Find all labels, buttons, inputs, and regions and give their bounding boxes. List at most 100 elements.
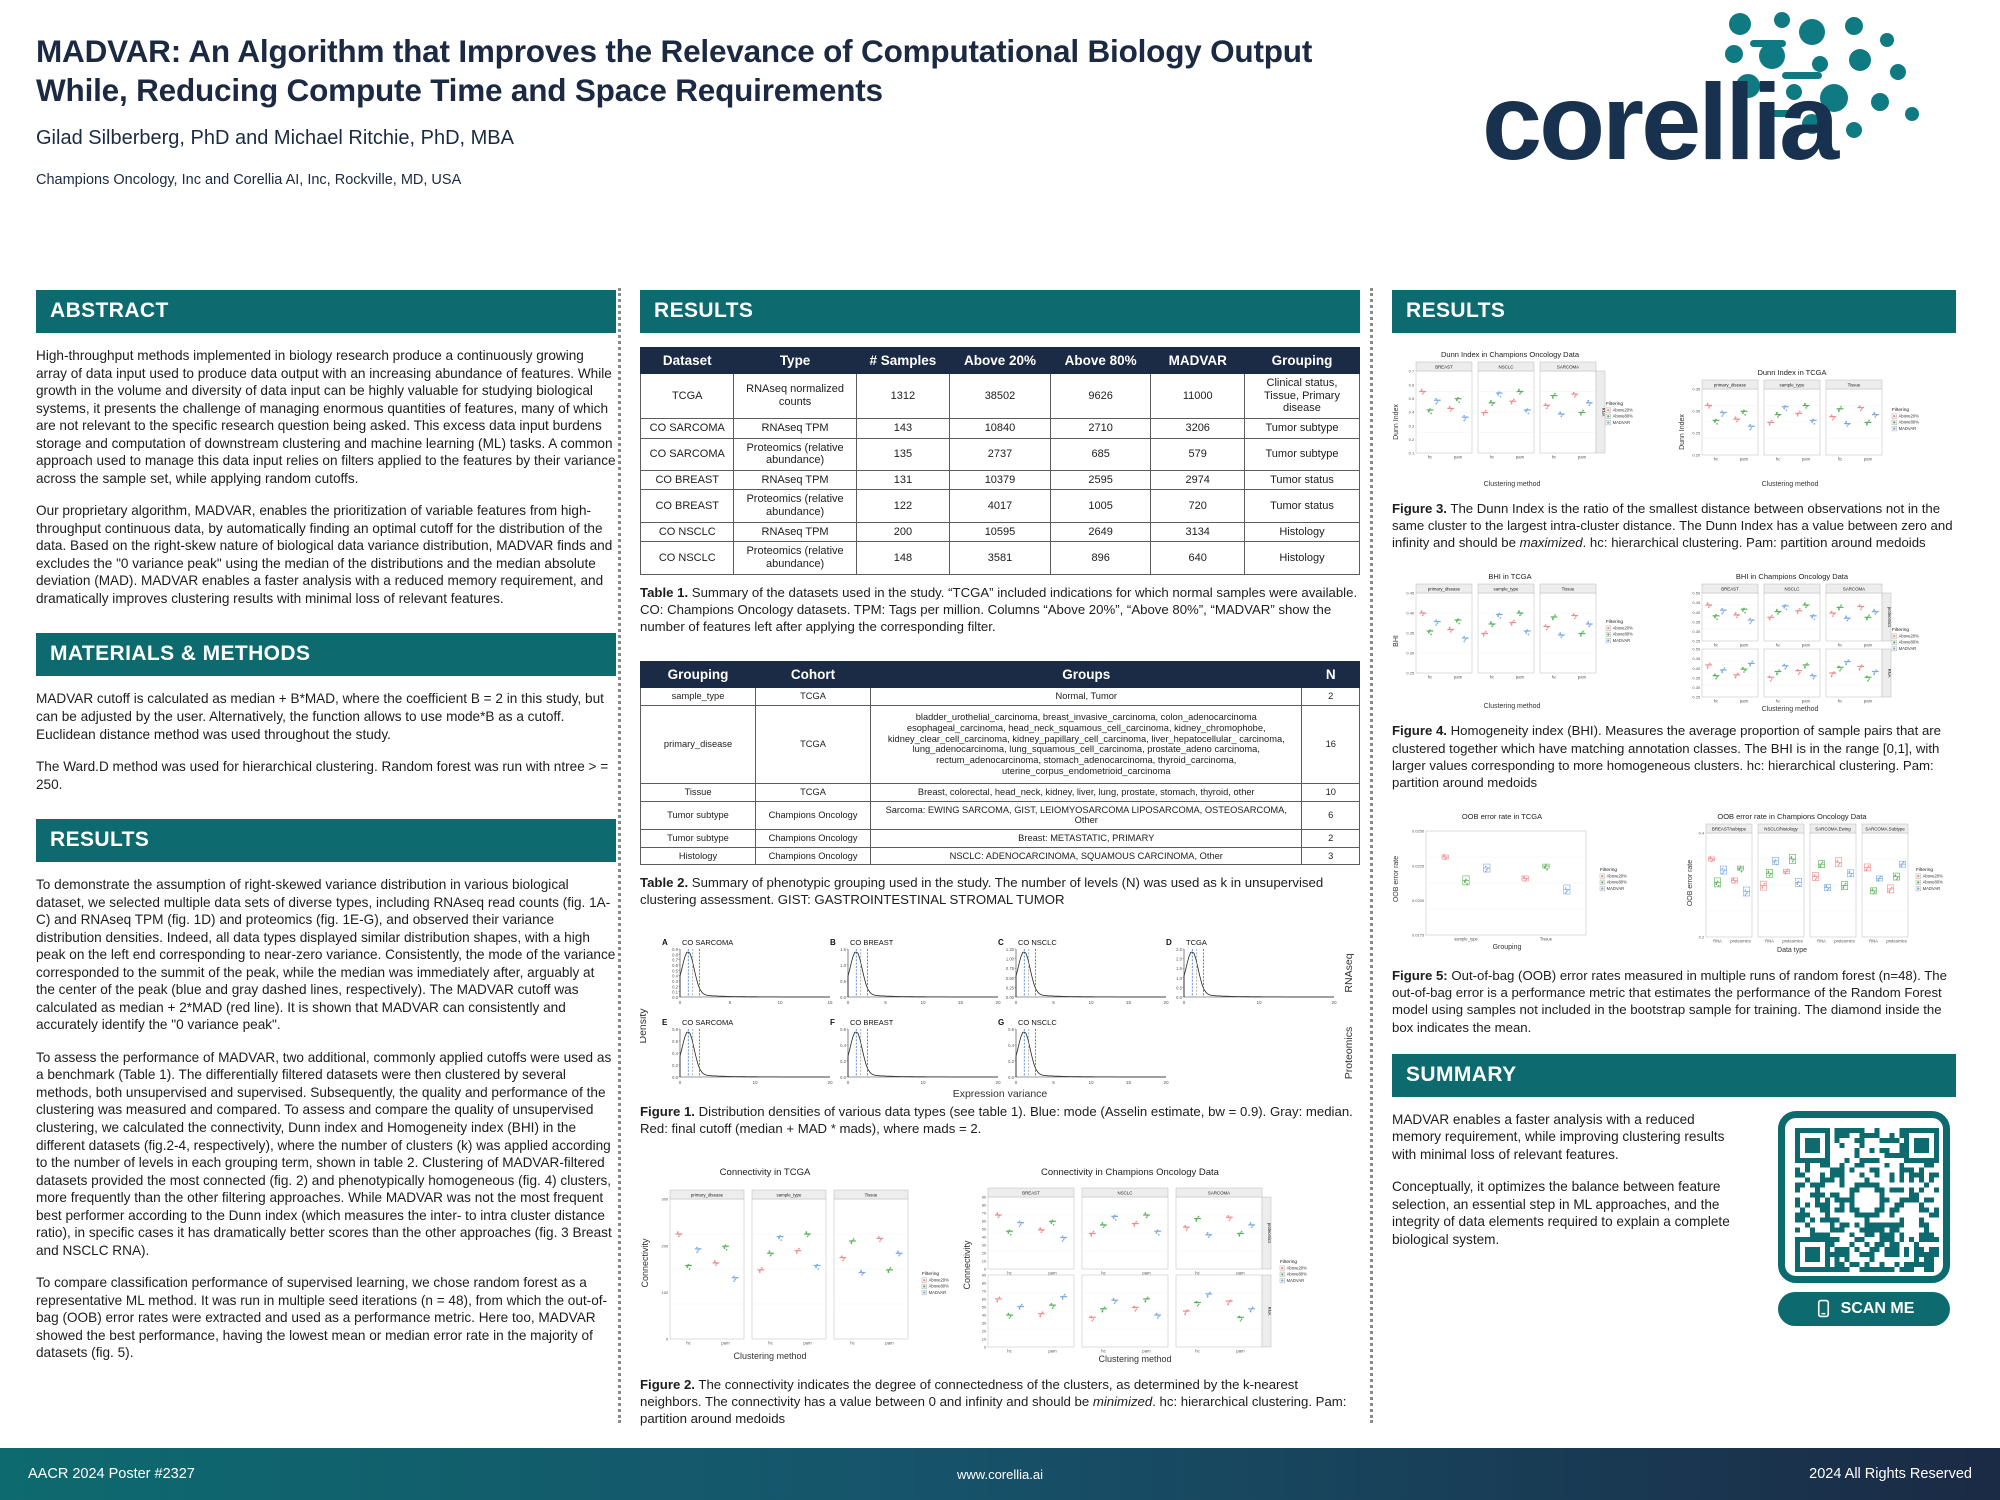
legend-title: Filtering: [1280, 1259, 1297, 1265]
table-cell: Breast, colorectal, head_neck, kidney, l…: [870, 782, 1303, 802]
figure-1-panel-letter: A: [662, 938, 668, 947]
svg-text:0.20: 0.20: [1692, 453, 1701, 458]
axis-tick-label: pam: [1142, 1270, 1151, 1275]
svg-text:0.45: 0.45: [1692, 601, 1701, 606]
svg-text:5: 5: [884, 1000, 887, 1005]
figure-5-title-right: OOB error rate in Champions Oncology Dat…: [1717, 812, 1867, 821]
svg-text:RNA: RNA: [1887, 669, 1892, 678]
svg-text:30: 30: [982, 1243, 987, 1248]
table-column-header: Grouping: [639, 661, 757, 689]
svg-text:0.5: 0.5: [840, 979, 846, 984]
legend-item-label: Above80%: [929, 1284, 950, 1289]
legend-item-label: MADVAR: [1613, 638, 1631, 643]
svg-text:0: 0: [1015, 1000, 1018, 1005]
axis-tick-label: hc: [1714, 643, 1718, 648]
axis-tick-label: hc: [1007, 1270, 1011, 1275]
table-cell: 3206: [1150, 417, 1245, 439]
svg-text:0.1: 0.1: [672, 989, 678, 994]
table-cell: Tissue: [639, 782, 757, 802]
axis-tick-label: pam: [1516, 675, 1525, 680]
section-header-results-left: RESULTS: [36, 819, 616, 863]
svg-text:proteomics: proteomics: [1267, 1223, 1272, 1243]
legend-item-label: Above20%: [1923, 874, 1944, 879]
qr-block[interactable]: SCAN ME: [1778, 1110, 1956, 1326]
results-paragraph-2: To assess the performance of MADVAR, two…: [36, 1049, 612, 1258]
table-cell: CO NSCLC: [639, 521, 735, 543]
summary-block: MADVAR enables a faster analysis with a …: [1392, 1110, 1956, 1326]
axis-tick-label: Tissue: [1540, 937, 1553, 942]
axis-tick-label: hc: [1838, 643, 1842, 648]
axis-tick-label: RNA: [1817, 939, 1826, 944]
svg-text:0.0: 0.0: [1008, 1075, 1014, 1080]
svg-text:0.35: 0.35: [1692, 387, 1701, 392]
table-body: sample_type TCGA Normal, Tumor 2 primary_dis…: [639, 687, 1360, 866]
figure-3-caption-text: The Dunn Index is the ratio of the small…: [1392, 501, 1953, 551]
svg-text:20: 20: [1331, 1000, 1337, 1005]
svg-text:10: 10: [1256, 1000, 1262, 1005]
facet-strip-label: BREAST/subtype: [1712, 826, 1747, 831]
legend-item-label: Above80%: [1899, 640, 1920, 645]
legend-item-label: MADVAR: [929, 1290, 947, 1295]
legend-item-label: Above80%: [1899, 420, 1920, 425]
table-cell: 10840: [949, 417, 1051, 439]
figure-3-title-right: Dunn Index in TCGA: [1757, 368, 1826, 377]
mobile-phone-icon: [1817, 1300, 1829, 1318]
legend-item-label: Above80%: [1613, 414, 1634, 419]
table-cell: 122: [855, 489, 951, 523]
svg-text:0: 0: [679, 1000, 682, 1005]
figure-1-density-curve: [679, 951, 830, 997]
poster-footer: AACR 2024 Poster #2327 www.corellia.ai 2…: [0, 1448, 2000, 1500]
svg-text:Clustering method: Clustering method: [1762, 481, 1819, 488]
table-row: Tissue TCGA Breast, colorectal, head_neck,…: [639, 782, 1360, 802]
table-cell: RNAseq normalized counts: [733, 373, 857, 419]
scan-me-button[interactable]: SCAN ME: [1778, 1291, 1950, 1326]
svg-text:0.25: 0.25: [1692, 639, 1701, 644]
abstract-paragraph-2: Our proprietary algorithm, MADVAR, enabl…: [36, 503, 613, 606]
figure-1-panel-name: CO BREAST: [850, 938, 894, 947]
axis-tick-label: proteomics: [1730, 939, 1750, 944]
qr-code[interactable]: [1778, 1110, 1950, 1283]
authors-line: Gilad Silberberg, PhD and Michael Ritchi…: [36, 126, 514, 149]
qr-code-graphic: [1795, 1127, 1939, 1272]
figure-4-title-left: BHI in TCGA: [1488, 572, 1531, 581]
axis-tick-label: proteomics: [1834, 939, 1854, 944]
legend-item-label: Above20%: [1613, 408, 1634, 413]
svg-text:0.0: 0.0: [840, 1075, 846, 1080]
poster-header: MADVAR: An Algorithm that Improves the R…: [36, 32, 1956, 217]
svg-text:15: 15: [1126, 1080, 1132, 1085]
figure-4-caption-text: Homogeneity index (BHI). Measures the av…: [1392, 723, 1942, 790]
table-body: TCGA RNAseq normalized counts 1312 38502 962…: [639, 373, 1361, 575]
figure-5-caption: Figure 5: Out-of-bag (OOB) error rates m…: [1392, 967, 1956, 1036]
table-cell: Histology: [1243, 541, 1361, 575]
svg-text:0.35: 0.35: [1692, 620, 1701, 625]
legend-item-label: MADVAR: [1899, 646, 1917, 651]
facet-strip-label: NSCLC: [1785, 587, 1800, 592]
svg-text:70: 70: [982, 1289, 987, 1294]
svg-text:1.25: 1.25: [1006, 947, 1015, 952]
footer-center-url[interactable]: www.corellia.ai: [957, 1466, 1043, 1482]
footer-left: AACR 2024 Poster #2327: [28, 1466, 195, 1482]
legend-item-label: Above80%: [1923, 880, 1944, 885]
table-cell: Breast: METASTATIC, PRIMARY: [870, 828, 1303, 848]
table-cell: TCGA: [639, 373, 735, 419]
svg-text:0.50: 0.50: [1692, 591, 1701, 596]
svg-text:300: 300: [662, 1197, 669, 1202]
svg-text:Expression variance: Expression variance: [953, 1088, 1048, 1100]
axis-tick-label: RNA: [1765, 939, 1774, 944]
table1-caption-text: Summary of the datasets used in the stud…: [640, 584, 1358, 634]
svg-text:0: 0: [847, 1000, 850, 1005]
axis-tick-label: pam: [1864, 457, 1873, 462]
svg-text:10: 10: [982, 1259, 987, 1264]
figure-3-caption-label: Figure 3.: [1392, 501, 1447, 516]
axis-tick-label: pam: [1516, 455, 1525, 460]
svg-text:0.0175: 0.0175: [1412, 933, 1425, 938]
svg-text:0.25: 0.25: [1692, 431, 1701, 436]
table-cell: 9626: [1049, 373, 1152, 419]
table-cell: Champions Oncology: [755, 846, 872, 866]
svg-text:0.35: 0.35: [1692, 676, 1701, 681]
axis-tick-label: hc: [1101, 1270, 1105, 1275]
table-cell: 2595: [1049, 469, 1152, 491]
table-column-header: Above 80%: [1049, 347, 1152, 374]
axis-tick-label: proteomics: [1886, 939, 1906, 944]
svg-text:2.0: 2.0: [1176, 956, 1182, 961]
